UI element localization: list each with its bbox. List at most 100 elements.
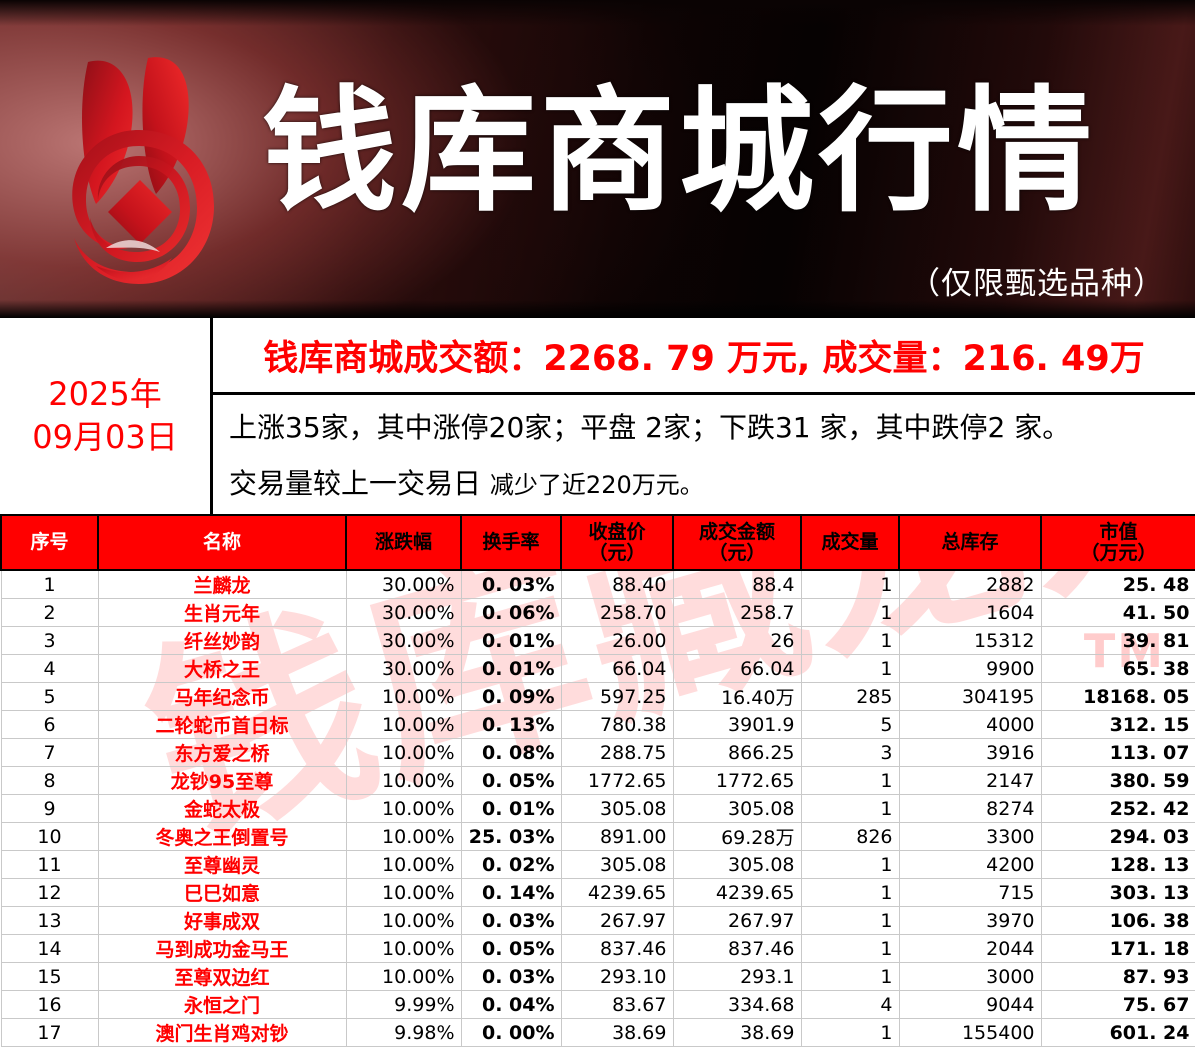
col-header-stock[interactable]: 总库存 <box>898 514 1042 571</box>
col-header-close-price[interactable]: 收盘价 （元） <box>560 514 674 571</box>
cell-volume: 1 <box>800 654 900 683</box>
cell-name: 金蛇太极 <box>97 794 347 823</box>
cell-stock: 304195 <box>898 682 1042 711</box>
table-row[interactable]: 8 龙钞95至尊 10.00% 0. 05% 1772.65 1772.65 1 2147 38… <box>0 766 1195 795</box>
col-header-name[interactable]: 名称 <box>97 514 347 571</box>
col-header-index[interactable]: 序号 <box>0 514 99 571</box>
cell-close-price: 38.69 <box>560 1018 674 1047</box>
cell-close-price: 305.08 <box>560 794 674 823</box>
table-row[interactable]: 4 大桥之王 30.00% 0. 01% 66.04 66.04 1 9900 65. 38 <box>0 654 1195 683</box>
cell-stock: 15312 <box>898 626 1042 655</box>
cell-index: 9 <box>0 794 99 823</box>
cell-market-value: 39. 81 <box>1040 626 1195 655</box>
cell-amount: 837.46 <box>672 934 802 963</box>
banner-top-fade <box>0 0 1195 26</box>
cell-volume: 1 <box>800 626 900 655</box>
cell-turnover-rate: 0. 06% <box>460 598 562 627</box>
cell-stock: 2882 <box>898 569 1042 599</box>
banner-bottom-fade <box>0 300 1195 318</box>
cell-name: 至尊幽灵 <box>97 850 347 879</box>
table-row[interactable]: 16 永恒之门 9.99% 0. 04% 83.67 334.68 4 9044 75. 67 <box>0 990 1195 1019</box>
cell-amount: 866.25 <box>672 738 802 767</box>
col-header-change[interactable]: 涨跌幅 <box>345 514 462 571</box>
cell-change: 10.00% <box>345 934 462 963</box>
cell-change: 9.99% <box>345 990 462 1019</box>
table-row[interactable]: 13 好事成双 10.00% 0. 03% 267.97 267.97 1 3970 106. … <box>0 906 1195 935</box>
cell-volume: 5 <box>800 710 900 739</box>
cell-name: 好事成双 <box>97 906 347 935</box>
col-header-turnover-rate[interactable]: 换手率 <box>460 514 562 571</box>
quote-table-body: 1 兰麟龙 30.00% 0. 03% 88.40 88.4 1 2882 25. 48 2 生肖元… <box>0 569 1195 1047</box>
cell-volume: 4 <box>800 990 900 1019</box>
cell-name: 巳巳如意 <box>97 878 347 907</box>
cell-amount: 334.68 <box>672 990 802 1019</box>
table-row[interactable]: 5 马年纪念币 10.00% 0. 09% 597.25 16.40万 285 304195 1… <box>0 682 1195 711</box>
cell-stock: 3000 <box>898 962 1042 991</box>
table-row[interactable]: 7 东方爱之桥 10.00% 0. 08% 288.75 866.25 3 3916 113. … <box>0 738 1195 767</box>
cell-stock: 155400 <box>898 1018 1042 1047</box>
col-header-market-value-l1: 市值 <box>1099 520 1138 543</box>
cell-volume: 3 <box>800 738 900 767</box>
cell-volume: 1 <box>800 934 900 963</box>
cell-close-price: 83.67 <box>560 990 674 1019</box>
cell-turnover-rate: 0. 13% <box>460 710 562 739</box>
table-row[interactable]: 6 二轮蛇币首日标 10.00% 0. 13% 780.38 3901.9 5 4000 312… <box>0 710 1195 739</box>
cell-amount: 305.08 <box>672 850 802 879</box>
cell-stock: 2147 <box>898 766 1042 795</box>
cell-market-value: 380. 59 <box>1040 766 1195 795</box>
cell-close-price: 1772.65 <box>560 766 674 795</box>
cell-close-price: 288.75 <box>560 738 674 767</box>
cell-index: 12 <box>0 878 99 907</box>
cell-index: 6 <box>0 710 99 739</box>
cell-turnover-rate: 0. 01% <box>460 626 562 655</box>
cell-change: 10.00% <box>345 906 462 935</box>
table-row[interactable]: 2 生肖元年 30.00% 0. 06% 258.70 258.7 1 1604 41. 50 <box>0 598 1195 627</box>
cell-name: 冬奥之王倒置号 <box>97 822 347 851</box>
col-header-close-price-l1: 收盘价 <box>588 520 646 543</box>
cell-amount: 88.4 <box>672 569 802 599</box>
table-row[interactable]: 15 至尊双边红 10.00% 0. 03% 293.10 293.1 1 3000 87. 9… <box>0 962 1195 991</box>
cell-change: 10.00% <box>345 682 462 711</box>
cell-turnover-rate: 0. 14% <box>460 878 562 907</box>
table-row[interactable]: 9 金蛇太极 10.00% 0. 01% 305.08 305.08 1 8274 252. 4… <box>0 794 1195 823</box>
table-row[interactable]: 3 纤丝妙韵 30.00% 0. 01% 26.00 26 1 15312 39. 81 <box>0 626 1195 655</box>
cell-volume: 1 <box>800 598 900 627</box>
cell-amount: 293.1 <box>672 962 802 991</box>
cell-turnover-rate: 0. 02% <box>460 850 562 879</box>
cell-index: 1 <box>0 569 99 599</box>
cell-index: 14 <box>0 934 99 963</box>
cell-change: 30.00% <box>345 626 462 655</box>
table-row[interactable]: 12 巳巳如意 10.00% 0. 14% 4239.65 4239.65 1 715 303.… <box>0 878 1195 907</box>
table-row[interactable]: 14 马到成功金马王 10.00% 0. 05% 837.46 837.46 1 2044 17… <box>0 934 1195 963</box>
col-header-amount[interactable]: 成交金额 （元） <box>672 514 802 571</box>
cell-volume: 1 <box>800 794 900 823</box>
cell-market-value: 41. 50 <box>1040 598 1195 627</box>
cell-name: 纤丝妙韵 <box>97 626 347 655</box>
cell-stock: 3970 <box>898 906 1042 935</box>
cell-name: 兰麟龙 <box>97 569 347 599</box>
cell-close-price: 4239.65 <box>560 878 674 907</box>
cell-stock: 4000 <box>898 710 1042 739</box>
cell-market-value: 113. 07 <box>1040 738 1195 767</box>
cell-market-value: 25. 48 <box>1040 569 1195 599</box>
cell-stock: 8274 <box>898 794 1042 823</box>
table-row[interactable]: 1 兰麟龙 30.00% 0. 03% 88.40 88.4 1 2882 25. 48 <box>0 569 1195 599</box>
cell-amount: 26 <box>672 626 802 655</box>
col-header-amount-l2: （元） <box>708 541 766 564</box>
cell-turnover-rate: 0. 04% <box>460 990 562 1019</box>
col-header-market-value-l2: （万元） <box>1080 541 1157 564</box>
col-header-volume[interactable]: 成交量 <box>800 514 900 571</box>
table-row[interactable]: 11 至尊幽灵 10.00% 0. 02% 305.08 305.08 1 4200 128. … <box>0 850 1195 879</box>
table-row[interactable]: 10 冬奥之王倒置号 10.00% 25. 03% 891.00 69.28万 826 330… <box>0 822 1195 851</box>
col-header-market-value[interactable]: 市值 （万元） <box>1040 514 1195 571</box>
cell-close-price: 780.38 <box>560 710 674 739</box>
cell-close-price: 293.10 <box>560 962 674 991</box>
volume-change-prefix: 交易量较上一交易日 <box>229 467 482 500</box>
cell-turnover-rate: 0. 01% <box>460 794 562 823</box>
cell-amount: 305.08 <box>672 794 802 823</box>
cell-change: 10.00% <box>345 738 462 767</box>
table-row[interactable]: 17 澳门生肖鸡对钞 9.98% 0. 00% 38.69 38.69 1 155400 601… <box>0 1018 1195 1047</box>
cell-stock: 9900 <box>898 654 1042 683</box>
cell-amount: 38.69 <box>672 1018 802 1047</box>
cell-stock: 1604 <box>898 598 1042 627</box>
